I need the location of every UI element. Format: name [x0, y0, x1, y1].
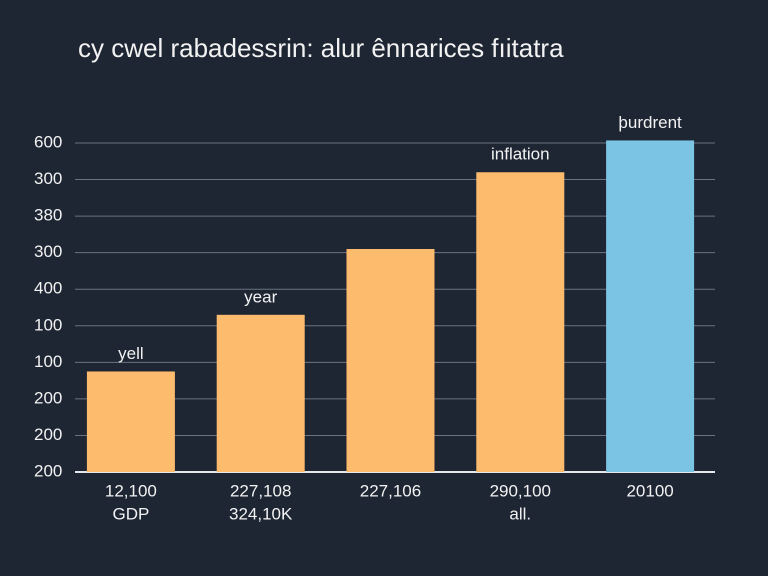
bar-label: yell — [118, 344, 144, 363]
bar — [606, 140, 695, 473]
x-tick-label: 12,100 — [105, 481, 157, 500]
y-tick-label: 200 — [34, 461, 62, 480]
x-tick-label: 290,100 — [490, 481, 551, 500]
y-tick-label: 100 — [34, 315, 62, 334]
chart-title: cy cwel rabadessrin: alur ênnarices fıit… — [78, 33, 564, 63]
y-tick-label: 600 — [34, 132, 62, 151]
x-tick-label: 324,10K — [229, 504, 293, 523]
bar — [346, 249, 435, 472]
bar-label: inflation — [491, 145, 550, 164]
bar-label: year — [244, 287, 277, 306]
y-tick-label: 200 — [34, 425, 62, 444]
y-tick-label: 380 — [34, 206, 62, 225]
x-tick-label: 227,106 — [360, 481, 421, 500]
bar — [86, 371, 175, 472]
x-tick-label: all. — [509, 504, 531, 523]
bar — [476, 172, 565, 472]
y-tick-label: 400 — [34, 279, 62, 298]
y-tick-label: 300 — [34, 242, 62, 261]
bar-label: þurdrent — [618, 113, 682, 132]
x-tick-label: GDP — [112, 504, 149, 523]
bar — [216, 314, 305, 472]
y-tick-label: 300 — [34, 169, 62, 188]
y-tick-label: 100 — [34, 352, 62, 371]
y-tick-label: 200 — [34, 388, 62, 407]
x-tick-label: 227,108 — [230, 481, 291, 500]
x-tick-label: 20100 — [626, 481, 673, 500]
